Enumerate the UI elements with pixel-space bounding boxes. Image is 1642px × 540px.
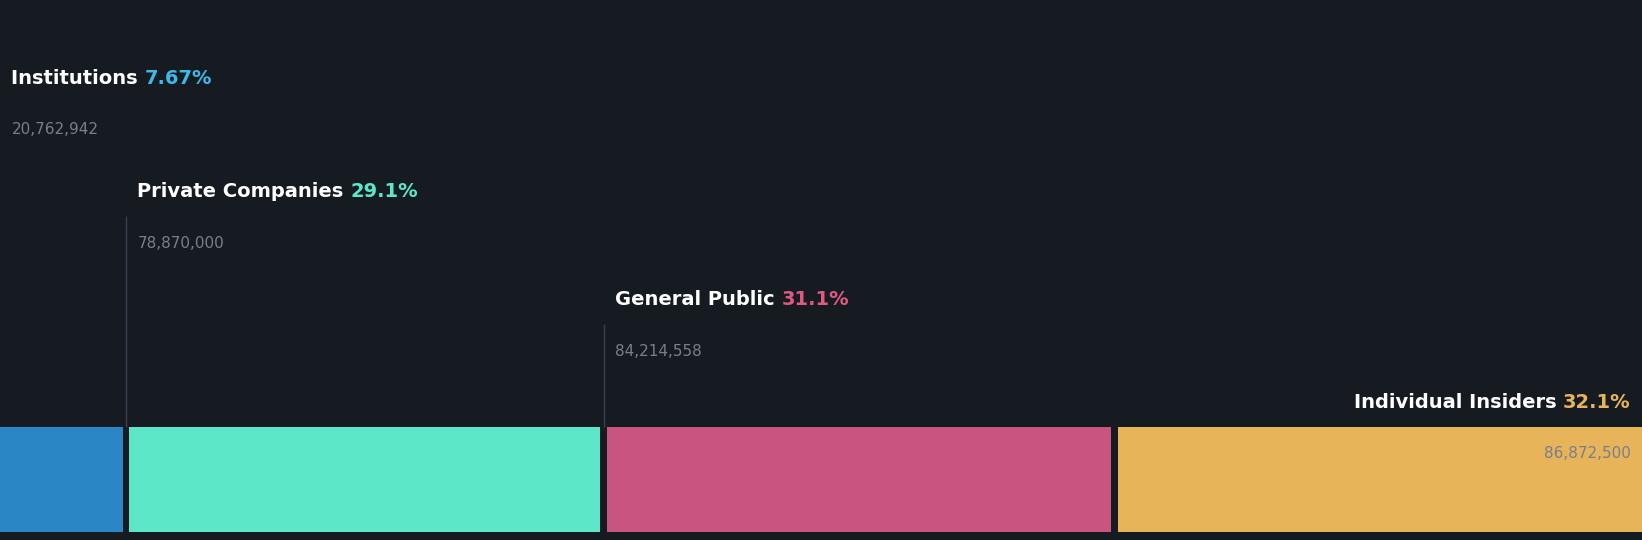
Text: Individual Insiders: Individual Insiders — [1353, 393, 1563, 412]
Bar — [1118, 427, 1642, 532]
Text: 32.1%: 32.1% — [1563, 393, 1631, 412]
Text: 86,872,500: 86,872,500 — [1543, 446, 1631, 461]
Bar — [0, 427, 123, 532]
Text: 84,214,558: 84,214,558 — [616, 343, 703, 359]
Text: Private Companies: Private Companies — [138, 182, 350, 201]
Bar — [608, 427, 1112, 532]
Text: 31.1%: 31.1% — [782, 290, 849, 309]
Bar — [130, 427, 601, 532]
Text: 29.1%: 29.1% — [350, 182, 419, 201]
Text: Institutions: Institutions — [11, 69, 144, 88]
Text: General Public: General Public — [616, 290, 782, 309]
Text: 78,870,000: 78,870,000 — [138, 235, 225, 251]
Text: 20,762,942: 20,762,942 — [11, 122, 99, 137]
Text: 7.67%: 7.67% — [144, 69, 212, 88]
